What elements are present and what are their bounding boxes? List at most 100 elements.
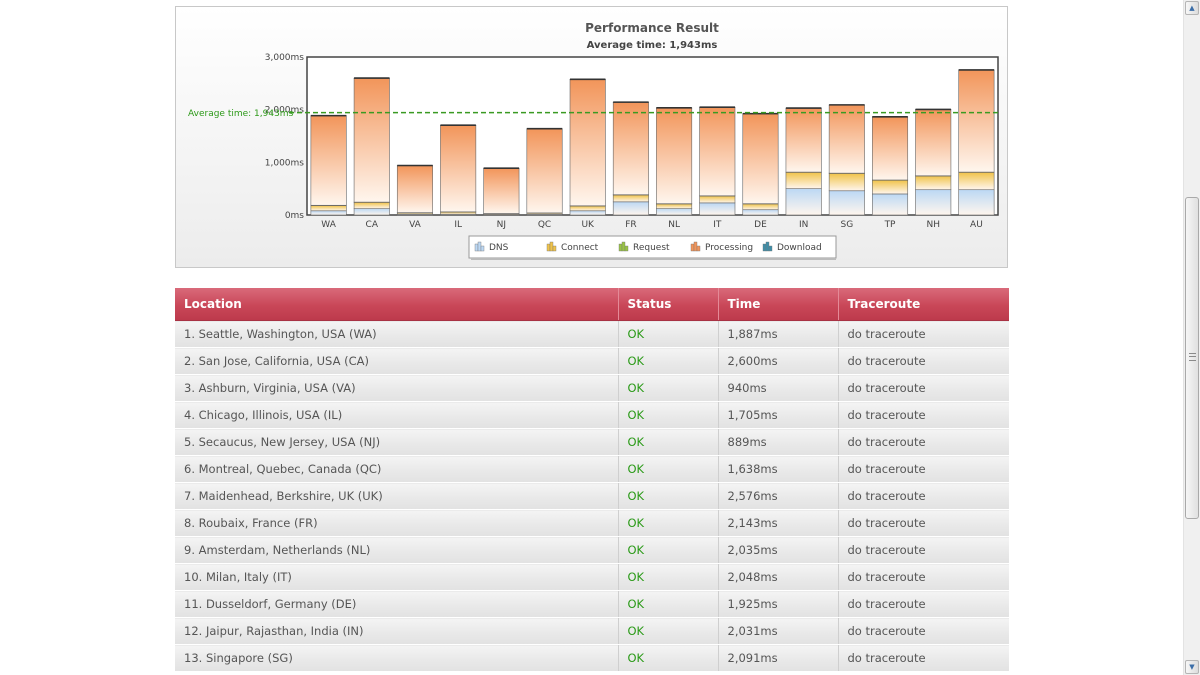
- legend-label[interactable]: DNS: [489, 243, 509, 253]
- x-tick-label: IN: [799, 220, 808, 230]
- legend-request-icon: [618, 241, 629, 252]
- cell-location: 8. Roubaix, France (FR): [175, 509, 619, 537]
- x-tick-label: TP: [884, 220, 896, 230]
- scrollbar-thumb[interactable]: [1185, 197, 1199, 519]
- bar-segment-connect-wa[interactable]: [310, 205, 347, 212]
- cell-location: 2. San Jose, California, USA (CA): [175, 347, 619, 375]
- table-row: 9. Amsterdam, Netherlands (NL) OK 2,035ms d…: [175, 536, 1009, 564]
- bar-segment-connect-il[interactable]: [440, 211, 477, 215]
- bar-segment-dns-sg[interactable]: [828, 190, 865, 216]
- bar-segment-processing-il[interactable]: [440, 125, 477, 213]
- bar-segment-connect-sg[interactable]: [828, 173, 865, 192]
- cell-traceroute[interactable]: do traceroute: [838, 617, 1009, 645]
- cell-traceroute[interactable]: do traceroute: [838, 536, 1009, 564]
- bar-segment-dns-wa[interactable]: [310, 210, 347, 216]
- bar-segment-connect-fr[interactable]: [612, 194, 649, 203]
- bar-segment-connect-nh[interactable]: [915, 175, 952, 191]
- bar-segment-processing-va[interactable]: [396, 165, 433, 213]
- x-tick-label: CA: [366, 220, 379, 230]
- bar-segment-dns-uk[interactable]: [569, 210, 606, 216]
- cell-traceroute[interactable]: do traceroute: [838, 455, 1009, 483]
- cell-status: OK: [618, 509, 719, 537]
- vertical-scrollbar[interactable]: ▲ ▼: [1183, 0, 1200, 675]
- performance-chart: Performance Result Average time: 1,943ms…: [188, 21, 999, 260]
- bar-segment-connect-tp[interactable]: [872, 179, 909, 195]
- cell-traceroute[interactable]: do traceroute: [838, 644, 1009, 672]
- cell-time: 1,887ms: [718, 320, 839, 348]
- bar-segment-connect-au[interactable]: [958, 172, 995, 191]
- y-tick-label: 2,000ms: [265, 106, 305, 116]
- legend-label[interactable]: Connect: [561, 243, 599, 253]
- header-status[interactable]: Status: [618, 288, 719, 321]
- cell-time: 889ms: [718, 428, 839, 456]
- bar-segment-processing-tp[interactable]: [872, 116, 909, 181]
- legend-label[interactable]: Request: [633, 243, 670, 253]
- cell-location: 10. Milan, Italy (IT): [175, 563, 619, 591]
- bar-segment-dns-tp[interactable]: [872, 193, 909, 216]
- cell-time: 2,048ms: [718, 563, 839, 591]
- scroll-up-arrow-icon[interactable]: ▲: [1185, 1, 1199, 15]
- bar-segment-processing-ca[interactable]: [353, 78, 390, 203]
- bar-segment-processing-nl[interactable]: [656, 107, 693, 204]
- cell-traceroute[interactable]: do traceroute: [838, 320, 1009, 348]
- table-row: 5. Secaucus, New Jersey, USA (NJ) OK 889ms…: [175, 428, 1009, 456]
- bar-segment-processing-wa[interactable]: [310, 115, 347, 206]
- table-row: 10. Milan, Italy (IT) OK 2,048ms do tracero…: [175, 563, 1009, 591]
- scroll-down-arrow-icon[interactable]: ▼: [1185, 660, 1199, 674]
- results-table: Location Status Time Traceroute 1. Seatt…: [175, 288, 1009, 672]
- cell-traceroute[interactable]: do traceroute: [838, 563, 1009, 591]
- header-location[interactable]: Location: [175, 288, 619, 321]
- bar-segment-processing-it[interactable]: [699, 107, 736, 197]
- y-tick-label: 3,000ms: [265, 53, 305, 63]
- chart-subtitle: Average time: 1,943ms: [587, 40, 718, 51]
- cell-traceroute[interactable]: do traceroute: [838, 482, 1009, 510]
- cell-status: OK: [618, 644, 719, 672]
- bar-segment-processing-fr[interactable]: [612, 102, 649, 196]
- bar-segment-dns-ca[interactable]: [353, 208, 390, 216]
- bar-segment-processing-nj[interactable]: [483, 168, 520, 214]
- cell-traceroute[interactable]: do traceroute: [838, 590, 1009, 618]
- table-row: 2. San Jose, California, USA (CA) OK 2,600…: [175, 347, 1009, 375]
- bar-segment-dns-au[interactable]: [958, 189, 995, 216]
- bar-segment-processing-de[interactable]: [742, 113, 779, 204]
- x-tick-label: DE: [754, 220, 767, 230]
- bar-segment-processing-au[interactable]: [958, 69, 995, 173]
- cell-traceroute[interactable]: do traceroute: [838, 347, 1009, 375]
- bar-segment-processing-uk[interactable]: [569, 79, 606, 207]
- bar-segment-dns-nl[interactable]: [656, 208, 693, 216]
- bar-segment-processing-qc[interactable]: [526, 128, 563, 214]
- bar-segment-processing-nh[interactable]: [915, 109, 952, 177]
- header-time[interactable]: Time: [718, 288, 839, 321]
- cell-traceroute[interactable]: do traceroute: [838, 428, 1009, 456]
- bar-segment-processing-in[interactable]: [785, 107, 822, 173]
- header-traceroute[interactable]: Traceroute: [838, 288, 1009, 321]
- bar-segment-dns-de[interactable]: [742, 209, 779, 216]
- bar-segment-processing-sg[interactable]: [828, 104, 865, 174]
- cell-traceroute[interactable]: do traceroute: [838, 509, 1009, 537]
- bar-segment-connect-de[interactable]: [742, 203, 779, 211]
- cell-location: 4. Chicago, Illinois, USA (IL): [175, 401, 619, 429]
- bar-segment-connect-nl[interactable]: [656, 203, 693, 209]
- bar-segment-connect-uk[interactable]: [569, 205, 606, 212]
- bar-segment-dns-nh[interactable]: [915, 189, 952, 216]
- x-tick-label: NJ: [497, 220, 506, 230]
- bar-segment-dns-in[interactable]: [785, 188, 822, 216]
- chart-title: Performance Result: [585, 21, 719, 35]
- bar-segment-dns-it[interactable]: [699, 202, 736, 216]
- legend-label[interactable]: Processing: [705, 243, 753, 253]
- bar-segment-connect-ca[interactable]: [353, 202, 390, 209]
- cell-traceroute[interactable]: do traceroute: [838, 374, 1009, 402]
- cell-time: 940ms: [718, 374, 839, 402]
- legend-label[interactable]: Download: [777, 243, 822, 253]
- bar-segment-connect-it[interactable]: [699, 195, 736, 204]
- table-row: 12. Jaipur, Rajasthan, India (IN) OK 2,031…: [175, 617, 1009, 645]
- x-tick-label: VA: [409, 220, 422, 230]
- table-row: 11. Dusseldorf, Germany (DE) OK 1,925ms do …: [175, 590, 1009, 618]
- chart-legend[interactable]: DNS Connect Request Processing Download: [468, 235, 837, 260]
- x-tick-label: WA: [321, 220, 336, 230]
- table-row: 7. Maidenhead, Berkshire, UK (UK) OK 2,576…: [175, 482, 1009, 510]
- bar-segment-dns-fr[interactable]: [612, 201, 649, 216]
- cell-traceroute[interactable]: do traceroute: [838, 401, 1009, 429]
- bar-segment-connect-in[interactable]: [785, 172, 822, 189]
- table-row: 1. Seattle, Washington, USA (WA) OK 1,887m…: [175, 320, 1009, 348]
